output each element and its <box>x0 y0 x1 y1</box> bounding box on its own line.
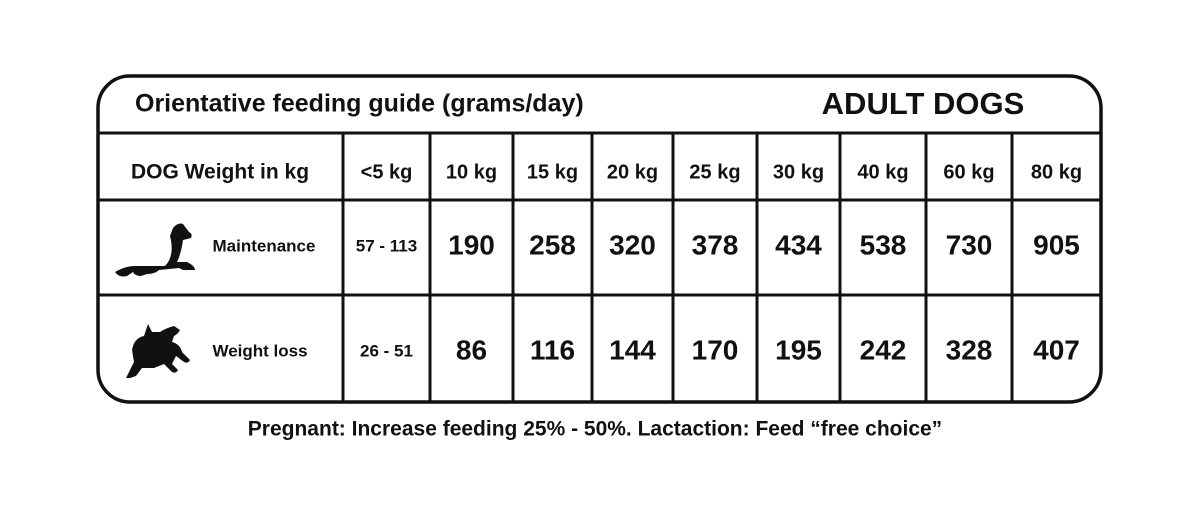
column-header: 15 kg <box>527 161 578 183</box>
value-cell: 190 <box>448 229 495 260</box>
column-header: 20 kg <box>607 161 658 183</box>
column-header: DOG Weight in kg <box>131 161 309 184</box>
value-cell: 144 <box>609 334 656 365</box>
value-cell: 730 <box>946 229 993 260</box>
value-cell: 116 <box>530 334 575 365</box>
value-cell: 170 <box>692 334 739 365</box>
table: DOG Weight in kg <5 kg 10 kg 15 kg 20 kg 25 k… <box>131 161 1082 366</box>
column-header: 80 kg <box>1031 161 1082 183</box>
range-cell: 57 - 113 <box>356 236 417 255</box>
value-cell: 407 <box>1033 334 1080 365</box>
range-cell: 26 - 51 <box>360 341 413 360</box>
value-cell: 320 <box>609 229 656 260</box>
value-cell: 258 <box>529 229 576 260</box>
footnote: Pregnant: Increase feeding 25% - 50%. La… <box>248 418 942 441</box>
column-header: 25 kg <box>689 161 740 183</box>
column-rules <box>341 133 1014 402</box>
value-cell: 905 <box>1033 229 1080 260</box>
row-label: Weight loss <box>212 341 307 360</box>
value-cell: 86 <box>456 334 487 365</box>
dog-icon-lying <box>115 223 195 277</box>
value-cell: 242 <box>860 334 907 365</box>
column-header: 60 kg <box>943 161 994 183</box>
title: Orientative feeding guide (grams/day) <box>135 90 584 118</box>
value-cell: 538 <box>860 229 907 260</box>
column-header: 40 kg <box>857 161 908 183</box>
row-label: Maintenance <box>213 236 316 255</box>
column-header: 10 kg <box>446 161 497 183</box>
value-cell: 328 <box>946 334 993 365</box>
value-cell: 195 <box>775 334 822 365</box>
value-cell: 378 <box>692 229 739 260</box>
table-frame <box>96 74 1103 404</box>
column-header: <5 kg <box>361 161 413 183</box>
dog-icon-running <box>126 324 190 378</box>
column-header: 30 kg <box>773 161 824 183</box>
subtitle: ADULT DOGS <box>822 86 1025 121</box>
value-cell: 434 <box>775 229 822 260</box>
